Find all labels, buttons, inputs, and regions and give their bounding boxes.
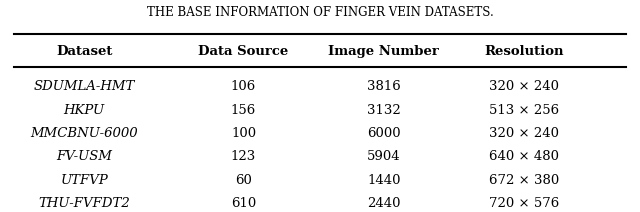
Text: Dataset: Dataset <box>56 45 113 58</box>
Text: 123: 123 <box>231 150 256 163</box>
Text: THE BASE INFORMATION OF FINGER VEIN DATASETS.: THE BASE INFORMATION OF FINGER VEIN DATA… <box>147 6 493 19</box>
Text: 320 × 240: 320 × 240 <box>489 127 559 140</box>
Text: 100: 100 <box>231 127 256 140</box>
Text: 720 × 576: 720 × 576 <box>489 197 559 210</box>
Text: Data Source: Data Source <box>198 45 289 58</box>
Text: 3816: 3816 <box>367 80 401 93</box>
Text: Resolution: Resolution <box>484 45 564 58</box>
Text: SDUMLA-HMT: SDUMLA-HMT <box>33 80 135 93</box>
Text: FV-USM: FV-USM <box>56 150 112 163</box>
Text: 610: 610 <box>231 197 256 210</box>
Text: MMCBNU-6000: MMCBNU-6000 <box>31 127 138 140</box>
Text: 6000: 6000 <box>367 127 401 140</box>
Text: 60: 60 <box>235 174 252 187</box>
Text: 2440: 2440 <box>367 197 401 210</box>
Text: 1440: 1440 <box>367 174 401 187</box>
Text: 513 × 256: 513 × 256 <box>489 104 559 117</box>
Text: 320 × 240: 320 × 240 <box>489 80 559 93</box>
Text: Image Number: Image Number <box>328 45 439 58</box>
Text: 3132: 3132 <box>367 104 401 117</box>
Text: HKPU: HKPU <box>63 104 105 117</box>
Text: UTFVP: UTFVP <box>60 174 108 187</box>
Text: 156: 156 <box>231 104 256 117</box>
Text: THU-FVFDT2: THU-FVFDT2 <box>38 197 130 210</box>
Text: 672 × 380: 672 × 380 <box>489 174 559 187</box>
Text: 5904: 5904 <box>367 150 401 163</box>
Text: 640 × 480: 640 × 480 <box>489 150 559 163</box>
Text: 106: 106 <box>231 80 256 93</box>
